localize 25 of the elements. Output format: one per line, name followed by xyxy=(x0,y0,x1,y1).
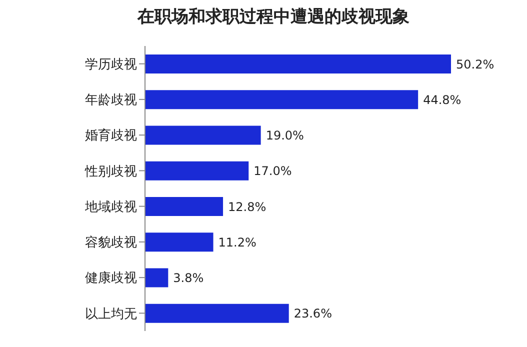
y-tick-label: 性别歧视 xyxy=(84,164,137,180)
y-tick-label: 婚育歧视 xyxy=(85,128,137,144)
data-label: 11.2% xyxy=(218,235,256,250)
data-label: 50.2% xyxy=(456,57,494,72)
bar xyxy=(145,197,224,216)
bar xyxy=(145,232,214,252)
bar xyxy=(145,54,451,74)
chart-title: 在职场和求职过程中遭遇的歧视现象 xyxy=(136,6,410,29)
bar xyxy=(145,304,289,323)
data-label: 44.8% xyxy=(423,92,462,107)
data-label: 17.0% xyxy=(254,164,292,178)
bar xyxy=(145,161,249,180)
data-label: 12.8% xyxy=(228,200,266,214)
bar xyxy=(145,126,261,145)
data-label: 23.6% xyxy=(294,306,332,321)
bar xyxy=(145,90,418,110)
data-label: 3.8% xyxy=(173,271,204,286)
y-tick-label: 年龄歧视 xyxy=(85,93,137,108)
y-tick-label: 健康歧视 xyxy=(85,271,137,286)
bar xyxy=(145,268,168,288)
data-label: 19.0% xyxy=(266,128,304,143)
y-tick-label: 容貌歧视 xyxy=(85,234,137,251)
y-tick-label: 学历歧视 xyxy=(85,57,137,72)
y-tick-label: 地域歧视 xyxy=(84,200,137,215)
y-tick-label: 以上均无 xyxy=(85,306,137,322)
